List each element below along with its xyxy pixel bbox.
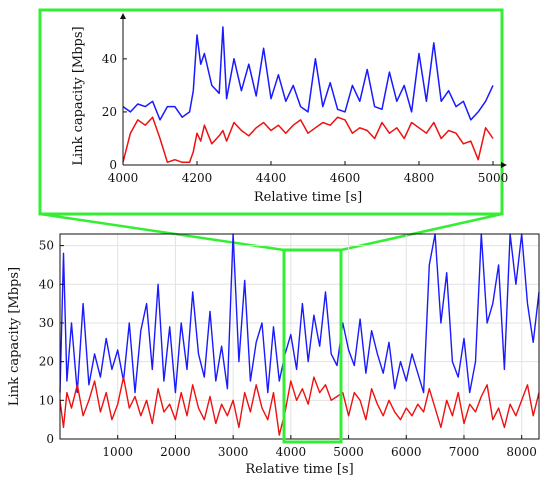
x-tick-label: 4000 (108, 171, 139, 185)
y-axis-label: Link capacity [Mbps] (71, 26, 86, 165)
x-tick-label: 5000 (478, 171, 509, 185)
series-line-0 (59, 233, 540, 394)
x-axis-label: Relative time [s] (245, 462, 353, 477)
y-axis-arrow (120, 13, 126, 19)
x-axis-label: Relative time [s] (254, 190, 362, 205)
inset-chart: 4000 4200 4400 4600 4800 5000 0 20 40 Relative ti… (71, 13, 508, 205)
x-tick-label: 4200 (182, 171, 213, 185)
x-tick-label: 4000 (276, 445, 307, 459)
x-tick-label: 8000 (506, 445, 537, 459)
x-tick-label: 5000 (333, 445, 364, 459)
y-tick-label: 40 (39, 277, 54, 291)
series-line-1 (122, 116, 494, 164)
x-tick-label: 4600 (330, 171, 361, 185)
y-tick-label: 20 (102, 105, 117, 119)
x-tick-label: 1000 (102, 445, 133, 459)
x-tick-label: 2000 (160, 445, 191, 459)
inset-frame (38, 8, 504, 216)
y-tick-label: 50 (39, 239, 54, 253)
zoom-connector-left (39, 212, 285, 252)
y-tick-label: 0 (109, 158, 117, 172)
main-chart: 1000 2000 3000 4000 5000 6000 7000 8000 0 10 20 30 4… (7, 233, 540, 477)
x-tick-label: 3000 (218, 445, 249, 459)
zoom-connector-right (340, 212, 503, 252)
y-tick-label: 10 (39, 393, 54, 407)
y-axis-label: Link capacity [Mbps] (7, 267, 22, 406)
x-tick-label: 6000 (391, 445, 422, 459)
zoom-highlight-box (282, 248, 343, 444)
series-line-1 (59, 376, 540, 436)
y-tick-label: 0 (46, 432, 54, 446)
x-tick-label: 7000 (449, 445, 480, 459)
series-line-0 (122, 26, 494, 121)
y-tick-label: 20 (39, 355, 54, 369)
y-tick-label: 40 (102, 52, 117, 66)
x-tick-label: 4400 (256, 171, 287, 185)
y-tick-label: 30 (39, 316, 54, 330)
x-axis-arrow (501, 162, 507, 168)
plot-frame (59, 233, 540, 440)
x-tick-label: 4800 (404, 171, 435, 185)
